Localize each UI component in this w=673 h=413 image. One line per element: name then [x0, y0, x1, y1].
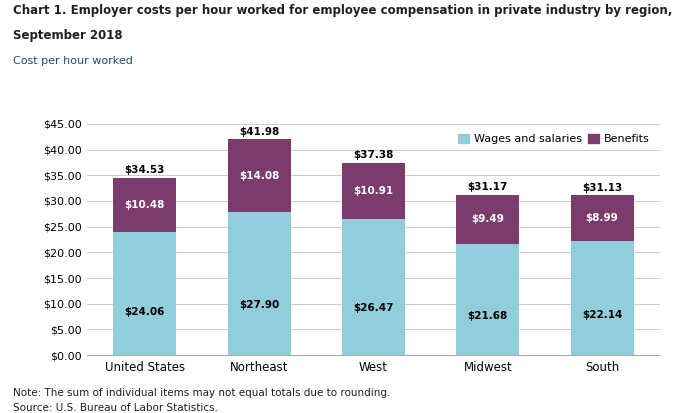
- Bar: [571, 195, 633, 241]
- Bar: [456, 195, 520, 244]
- Text: Note: The sum of individual items may not equal totals due to rounding.: Note: The sum of individual items may no…: [13, 388, 391, 398]
- Text: Source: U.S. Bureau of Labor Statistics.: Source: U.S. Bureau of Labor Statistics.: [13, 403, 219, 413]
- Text: $10.48: $10.48: [125, 199, 165, 209]
- Text: $27.90: $27.90: [239, 300, 279, 310]
- Text: Chart 1. Employer costs per hour worked for employee compensation in private ind: Chart 1. Employer costs per hour worked …: [13, 4, 673, 17]
- Text: $8.99: $8.99: [586, 213, 618, 223]
- Bar: [456, 244, 520, 355]
- Bar: [114, 178, 176, 232]
- Bar: [227, 212, 291, 355]
- Text: $26.47: $26.47: [353, 303, 394, 313]
- Text: $10.91: $10.91: [353, 186, 394, 196]
- Text: $9.49: $9.49: [471, 214, 504, 224]
- Bar: [571, 241, 633, 355]
- Text: $21.68: $21.68: [468, 311, 508, 321]
- Legend: Wages and salaries, Benefits: Wages and salaries, Benefits: [454, 129, 654, 149]
- Text: $37.38: $37.38: [353, 150, 394, 161]
- Bar: [342, 219, 405, 355]
- Text: $31.13: $31.13: [582, 183, 623, 192]
- Text: $22.14: $22.14: [582, 310, 623, 320]
- Text: September 2018: September 2018: [13, 29, 123, 42]
- Text: $34.53: $34.53: [125, 165, 165, 175]
- Text: $31.17: $31.17: [468, 183, 508, 192]
- Text: Cost per hour worked: Cost per hour worked: [13, 56, 133, 66]
- Bar: [342, 163, 405, 219]
- Bar: [114, 232, 176, 355]
- Bar: [227, 140, 291, 212]
- Text: $41.98: $41.98: [239, 127, 279, 137]
- Text: $14.08: $14.08: [239, 171, 279, 180]
- Text: $24.06: $24.06: [125, 307, 165, 317]
